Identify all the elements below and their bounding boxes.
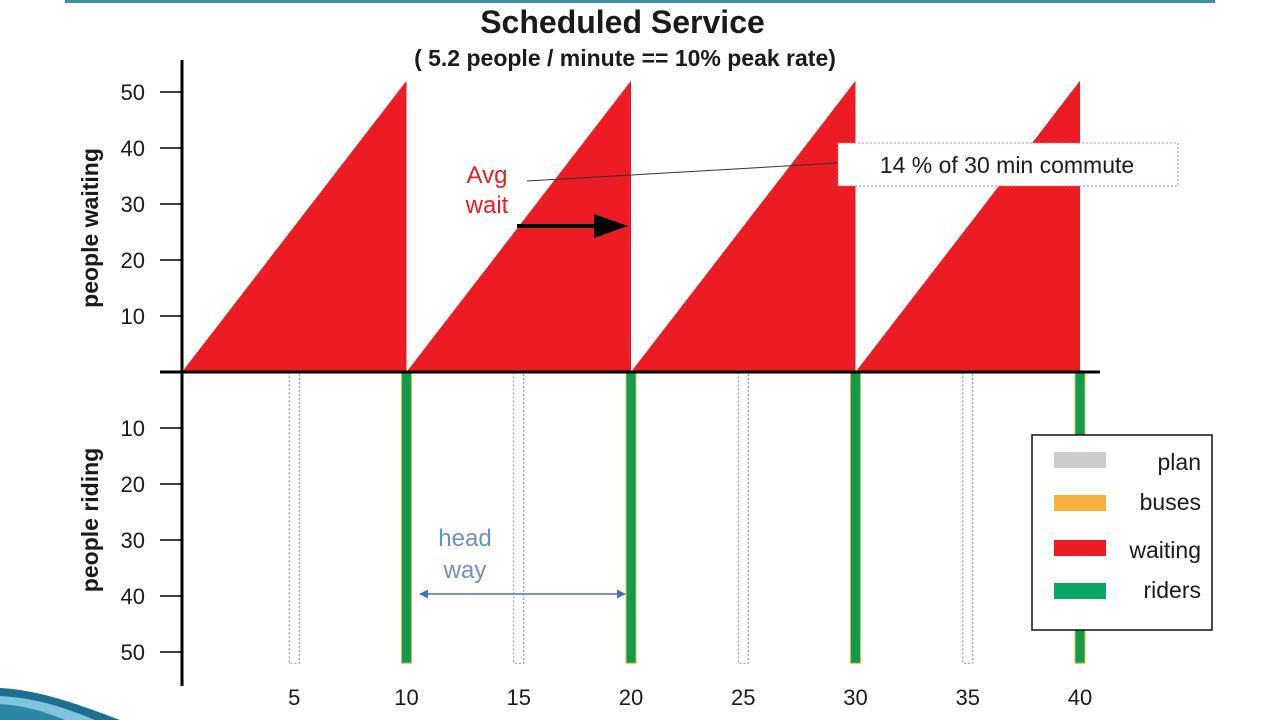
y-axis-label-riding: people riding: [77, 448, 103, 592]
legend-label-riders: riders: [1143, 577, 1201, 603]
waiting-area-1: [182, 80, 407, 373]
waiting-area-4: [855, 80, 1080, 373]
x-tick-label-20: 20: [619, 685, 643, 710]
y-tick-label-riding-20: 20: [121, 472, 145, 497]
avg-wait-arrowhead: [594, 214, 628, 238]
x-tick-label-25: 25: [731, 685, 755, 710]
riders-bar-20: [625, 371, 637, 664]
y-tick-label-waiting-50: 50: [121, 80, 145, 105]
y-tick-label-riding-50: 50: [121, 640, 145, 665]
legend-swatch-waiting: [1054, 540, 1106, 556]
chart-subtitle: ( 5.2 people / minute == 10% peak rate): [414, 45, 836, 71]
y-tick-label-riding-30: 30: [121, 528, 145, 553]
legend-label-waiting: waiting: [1128, 537, 1201, 563]
legend-swatch-buses: [1054, 495, 1106, 511]
x-tick-label-30: 30: [843, 685, 867, 710]
headway-label-line1: head: [438, 525, 491, 552]
avg-wait-label-line1: Avg: [467, 162, 508, 189]
callout-box: [837, 142, 1179, 187]
legend-label-plan: plan: [1158, 449, 1201, 475]
y-tick-label-riding-10: 10: [121, 416, 145, 441]
legend-swatch-plan: [1054, 452, 1106, 468]
chart-title: Scheduled Service: [480, 4, 765, 40]
plan-bar-15: [513, 371, 525, 664]
legend-label-buses: buses: [1140, 489, 1201, 515]
x-tick-label-10: 10: [394, 685, 418, 710]
y-tick-label-waiting-20: 20: [121, 248, 145, 273]
slide-corner-decoration: [0, 688, 120, 720]
y-tick-label-waiting-10: 10: [121, 304, 145, 329]
callout-leader-line: [526, 162, 839, 182]
legend: plan buses waiting riders: [1031, 434, 1213, 631]
x-tick-label-5: 5: [288, 685, 300, 710]
waiting-area-3: [631, 80, 856, 373]
riders-bar-30: [850, 371, 861, 664]
y-axis-label-waiting: people waiting: [77, 148, 103, 308]
avg-wait-label-line2: wait: [465, 192, 509, 219]
x-tick-label-15: 15: [507, 685, 531, 710]
y-tick-label-riding-40: 40: [121, 584, 145, 609]
plan-bar-5: [288, 371, 300, 664]
y-tick-label-waiting-30: 30: [121, 192, 145, 217]
legend-swatch-riders: [1054, 583, 1106, 599]
x-tick-label-35: 35: [956, 685, 980, 710]
plan-bar-35: [962, 371, 974, 664]
y-tick-label-waiting-40: 40: [121, 136, 145, 161]
x-tick-label-40: 40: [1068, 685, 1092, 710]
riders-bar-10: [401, 371, 412, 664]
callout-text: 14 % of 30 min commute: [880, 152, 1134, 178]
plan-bar-25: [737, 371, 749, 664]
headway-label-line2: way: [443, 557, 487, 584]
slide-top-rule: [65, 0, 1215, 3]
